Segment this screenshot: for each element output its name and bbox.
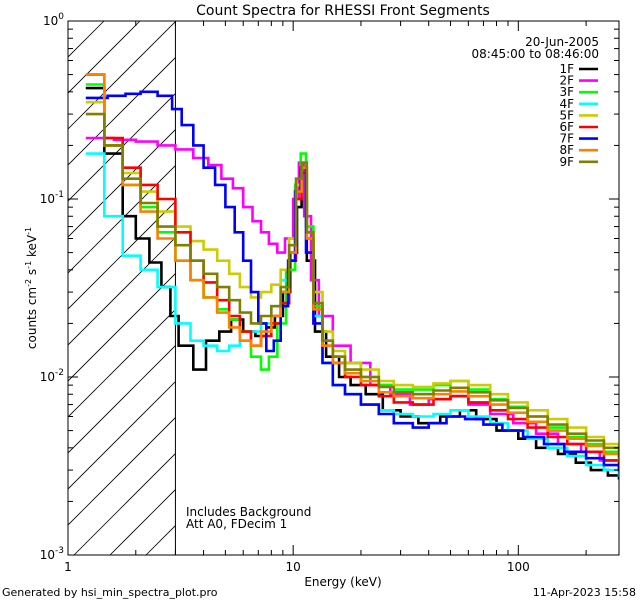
legend-label-3f: 3F xyxy=(559,85,574,99)
legend-label-7f: 7F xyxy=(559,132,574,146)
legend-label-6f: 6F xyxy=(559,120,574,134)
hatch-line xyxy=(68,237,176,346)
legend-label-2f: 2F xyxy=(559,74,574,88)
plot-frame xyxy=(67,20,620,556)
y-tick-label: 10-3 xyxy=(40,546,64,562)
legend-date: 20-Jun-2005 xyxy=(525,35,599,49)
x-tick-label: 100 xyxy=(507,560,530,574)
footer-generated-by: Generated by hsi_min_spectra_plot.pro xyxy=(2,586,218,599)
y-tick-label: 100 xyxy=(43,12,64,28)
legend-label-1f: 1F xyxy=(559,62,574,76)
hatch-line xyxy=(68,201,176,310)
series-line-7f xyxy=(85,90,619,472)
hatch-line xyxy=(68,21,176,130)
footer-timestamp: 11-Apr-2023 15:58 xyxy=(533,586,636,599)
series-line-8f xyxy=(85,73,619,462)
legend-label-5f: 5F xyxy=(559,108,574,122)
legend-time-range: 08:45:00 to 08:46:00 xyxy=(472,47,599,61)
annotation-background: Includes Background xyxy=(186,505,311,519)
legend-label-4f: 4F xyxy=(559,97,574,111)
hatch-line xyxy=(68,417,176,526)
hatch-line xyxy=(68,273,176,382)
legend-label-9f: 9F xyxy=(559,155,574,169)
hatch-line xyxy=(68,21,141,94)
y-axis: 10-3 10-2 10-1 100 xyxy=(40,12,619,562)
x-axis: 1 10 100 xyxy=(64,21,587,574)
series-line-3f xyxy=(85,83,619,460)
y-axis-label: counts cm-2 s-1 keV-1 xyxy=(24,227,39,349)
x-tick-label: 1 xyxy=(64,560,72,574)
series-line-9f xyxy=(85,112,619,458)
legend: 20-Jun-2005 08:45:00 to 08:46:00 1F2F3F4… xyxy=(472,35,599,169)
series-line-6f xyxy=(85,73,619,469)
y-tick-label: 10-2 xyxy=(40,368,64,384)
hatch-line xyxy=(68,309,176,418)
hatch-line xyxy=(73,453,176,555)
hatch-line xyxy=(68,381,176,490)
x-axis-label: Energy (keV) xyxy=(304,575,381,589)
legend-label-8f: 8F xyxy=(559,143,574,157)
series-group xyxy=(85,73,619,480)
y-tick-label: 10-1 xyxy=(40,190,64,206)
hatch-line xyxy=(68,57,176,166)
chart-title: Count Spectra for RHESSI Front Segments xyxy=(196,3,490,19)
hatch-line xyxy=(68,93,176,202)
x-tick-label: 10 xyxy=(286,560,301,574)
series-line-5f xyxy=(85,100,619,454)
annotation-attenuator: Att A0, FDecim 1 xyxy=(186,517,287,531)
